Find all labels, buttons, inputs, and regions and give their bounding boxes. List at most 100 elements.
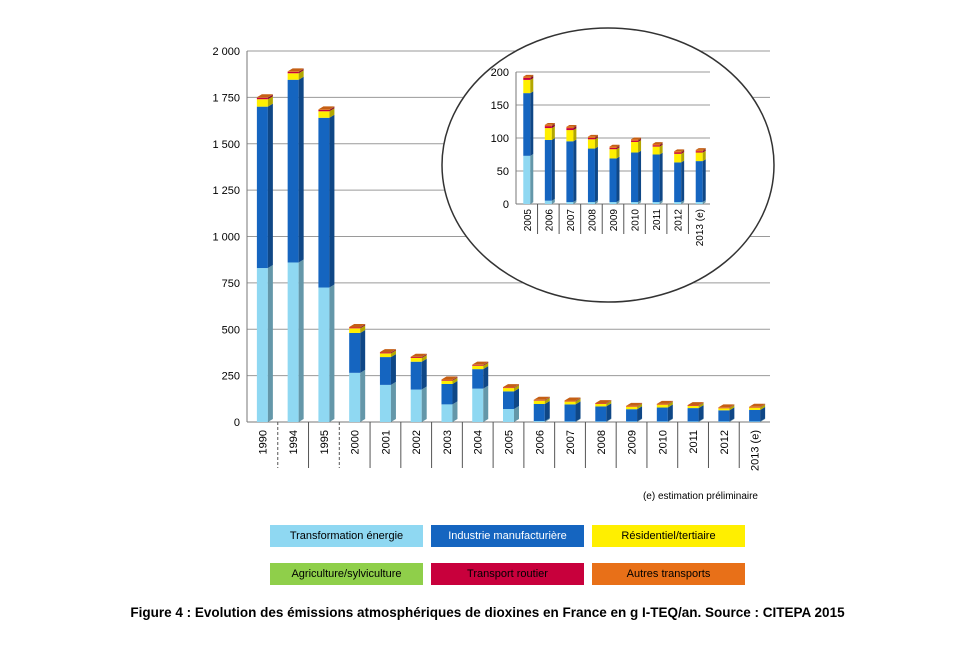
bar-segment-side [702, 148, 706, 152]
bar-segment [318, 109, 330, 110]
bar-segment-side [575, 397, 581, 401]
bar-segment-side [298, 68, 304, 72]
bar-segment [523, 155, 531, 204]
bar-segment-side [594, 136, 598, 140]
bar-top-face [656, 400, 673, 404]
bar-segment-side [514, 384, 519, 389]
bar-stack [349, 324, 366, 422]
bar-segment [695, 161, 703, 203]
bar-stack [749, 403, 766, 422]
bar-segment-side [452, 376, 458, 381]
bar-segment-side [594, 134, 598, 138]
bar-segment-side [594, 146, 598, 203]
x-tick-label: 2010 [657, 430, 669, 454]
bar-segment-side [452, 377, 458, 384]
bar-segment [749, 407, 761, 408]
y-tick-label: 200 [491, 67, 509, 79]
bar-segment-side [575, 397, 581, 402]
y-tick-label: 2 000 [212, 46, 240, 58]
bar-segment-side [421, 353, 427, 358]
bar-segment-side [702, 159, 706, 203]
bar-segment [652, 143, 660, 146]
bar-segment-side [483, 361, 489, 366]
bar-segment-side [544, 401, 550, 422]
bar-segment-side [616, 156, 620, 203]
bar-segment-side [760, 418, 766, 422]
y-tick-label: 1 250 [212, 185, 240, 197]
bar-segment [544, 124, 552, 127]
bar-segment [595, 403, 607, 404]
x-tick-label: 2004 [473, 430, 485, 454]
y-tick-label: 1 750 [212, 92, 240, 104]
bar-top-face [626, 402, 643, 406]
x-tick-label: 2011 [652, 209, 663, 231]
bar-segment-side [329, 106, 335, 110]
bar-segment [609, 147, 617, 150]
bar-segment [256, 97, 268, 100]
bar-segment [687, 408, 699, 422]
bar-segment [503, 388, 514, 392]
bar-segment-side [483, 385, 489, 422]
bar-stack [379, 349, 396, 422]
bar-segment-side [544, 397, 550, 405]
legend-label: Résidentiel/tertiaire [621, 530, 716, 542]
main-x-axis-labels: 1990 1994 1995 2000 2001 2002 2003 2004 2005 2006… [257, 422, 762, 471]
bar-top-face [379, 349, 396, 353]
bar-segment-side [667, 404, 673, 422]
bar-stack [609, 144, 620, 204]
bar-segment-side [616, 200, 620, 204]
bar-segment [749, 409, 761, 422]
y-tick-label: 1 500 [212, 139, 240, 151]
bar-segment [626, 421, 638, 422]
y-tick-label: 50 [497, 166, 509, 178]
bar-top-face [652, 142, 663, 144]
bar-segment [566, 128, 574, 131]
bar-segment [695, 202, 703, 204]
bar-segment [656, 403, 668, 405]
bar-segment-side [530, 78, 534, 94]
bar-stack [695, 148, 706, 204]
bar-top-face [687, 402, 704, 406]
bar-segment [318, 109, 330, 112]
x-tick-label: 2008 [596, 430, 608, 454]
bar-stack [587, 134, 598, 204]
bar-segment [609, 146, 617, 148]
bar-segment-side [298, 76, 304, 263]
bar-stack [256, 94, 273, 422]
bar-segment [674, 162, 682, 203]
bar-segment [564, 404, 576, 422]
bar-segment [749, 406, 761, 408]
bar-segment-side [667, 401, 673, 405]
bar-segment-side [267, 94, 273, 100]
x-tick-label: 2013 (e) [750, 430, 762, 471]
bar-segment [256, 99, 268, 107]
bar-segment [287, 79, 299, 263]
bar-segment-side [702, 150, 706, 162]
bar-segment-side [667, 400, 673, 405]
bar-segment-side [544, 418, 550, 422]
bar-segment [609, 202, 617, 204]
x-tick-label: 2007 [566, 209, 577, 232]
bar-segment [287, 73, 299, 80]
bar-segment-side [452, 380, 458, 405]
bar-segment-side [551, 123, 555, 127]
bar-stack [718, 404, 735, 422]
bar-top-face [587, 134, 598, 137]
bar-segment-side [483, 366, 489, 389]
bar-segment [523, 77, 531, 80]
bar-segment-side [659, 200, 663, 204]
bar-segment [631, 140, 639, 142]
bar-segment [318, 117, 330, 288]
bar-top-face [287, 68, 304, 72]
bar-segment-side [573, 128, 577, 142]
bar-segment [718, 408, 730, 411]
legend-item: Agriculture/sylviculture [270, 563, 423, 585]
bar-segment-side [575, 418, 581, 422]
bar-segment-side [760, 404, 766, 408]
bar-segment [656, 421, 668, 422]
bar-segment-side [390, 349, 396, 353]
bar-segment [349, 332, 361, 373]
bar-segment [410, 357, 422, 359]
bar-stack [533, 396, 550, 422]
y-tick-label: 0 [503, 199, 509, 211]
